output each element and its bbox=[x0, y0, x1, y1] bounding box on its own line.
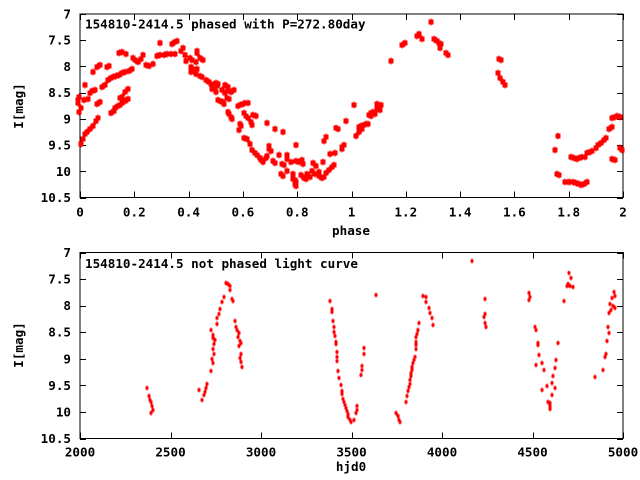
unphased-plot-frame bbox=[79, 252, 624, 439]
svg-text:5000: 5000 bbox=[608, 445, 638, 460]
svg-text:3000: 3000 bbox=[246, 445, 276, 460]
svg-text:2: 2 bbox=[619, 205, 627, 220]
phased-title: 154810-2414.5 phased with P=272.80day bbox=[85, 17, 366, 32]
svg-text:0: 0 bbox=[76, 205, 84, 220]
phased-yaxis-label: I[mag] bbox=[11, 83, 26, 129]
svg-text:9: 9 bbox=[63, 351, 71, 366]
svg-text:0.2: 0.2 bbox=[123, 205, 146, 220]
svg-text:4500: 4500 bbox=[517, 445, 547, 460]
svg-text:8: 8 bbox=[63, 59, 71, 74]
unphased-title: 154810-2414.5 not phased light curve bbox=[85, 256, 358, 271]
svg-text:7: 7 bbox=[63, 245, 71, 260]
svg-text:4000: 4000 bbox=[427, 445, 457, 460]
svg-text:7.5: 7.5 bbox=[48, 272, 71, 287]
svg-text:2500: 2500 bbox=[155, 445, 185, 460]
svg-text:9.5: 9.5 bbox=[48, 378, 71, 393]
unphased-yaxis-label: I[mag] bbox=[11, 322, 26, 368]
unphased-data-points bbox=[145, 258, 617, 425]
svg-text:2000: 2000 bbox=[65, 445, 95, 460]
svg-text:0.8: 0.8 bbox=[286, 205, 309, 220]
svg-text:10.5: 10.5 bbox=[41, 431, 71, 446]
phased-ticks: 0 0.2 0.4 0.6 0.8 1 1.2 1.4 1.6 1.8 2 7 7.5 8 8.5 9 9.5 1… bbox=[41, 7, 627, 220]
svg-text:7: 7 bbox=[63, 7, 71, 22]
svg-text:0.4: 0.4 bbox=[177, 205, 200, 220]
unphased-xaxis-label: hjd0 bbox=[336, 459, 366, 474]
svg-text:8.5: 8.5 bbox=[48, 325, 71, 340]
unphased-ticks: 2000 2500 3000 3500 4000 4500 5000 7 7.5 8 8.5 9 9.5… bbox=[41, 245, 639, 460]
svg-text:1.4: 1.4 bbox=[449, 205, 472, 220]
svg-text:9.5: 9.5 bbox=[48, 138, 71, 153]
svg-text:10.5: 10.5 bbox=[41, 190, 71, 205]
phased-xaxis-label: phase bbox=[332, 223, 370, 238]
svg-text:10: 10 bbox=[56, 164, 71, 179]
unphased-panel: 2000 2500 3000 3500 4000 4500 5000 7 7.5 8 8.5 9 9.5… bbox=[11, 245, 638, 474]
svg-text:9: 9 bbox=[63, 111, 71, 126]
phased-panel: 0 0.2 0.4 0.6 0.8 1 1.2 1.4 1.6 1.8 2 7 7.5 8 8.5 9 9.5 1… bbox=[11, 7, 627, 239]
svg-text:1.8: 1.8 bbox=[557, 205, 580, 220]
svg-text:7.5: 7.5 bbox=[48, 33, 71, 48]
svg-text:3500: 3500 bbox=[336, 445, 366, 460]
svg-text:1: 1 bbox=[348, 205, 356, 220]
svg-text:8.5: 8.5 bbox=[48, 85, 71, 100]
phased-data-points bbox=[75, 18, 625, 190]
svg-text:1.6: 1.6 bbox=[503, 205, 526, 220]
svg-text:10: 10 bbox=[56, 404, 71, 419]
svg-text:1.2: 1.2 bbox=[394, 205, 417, 220]
svg-text:0.6: 0.6 bbox=[232, 205, 255, 220]
svg-text:8: 8 bbox=[63, 298, 71, 313]
